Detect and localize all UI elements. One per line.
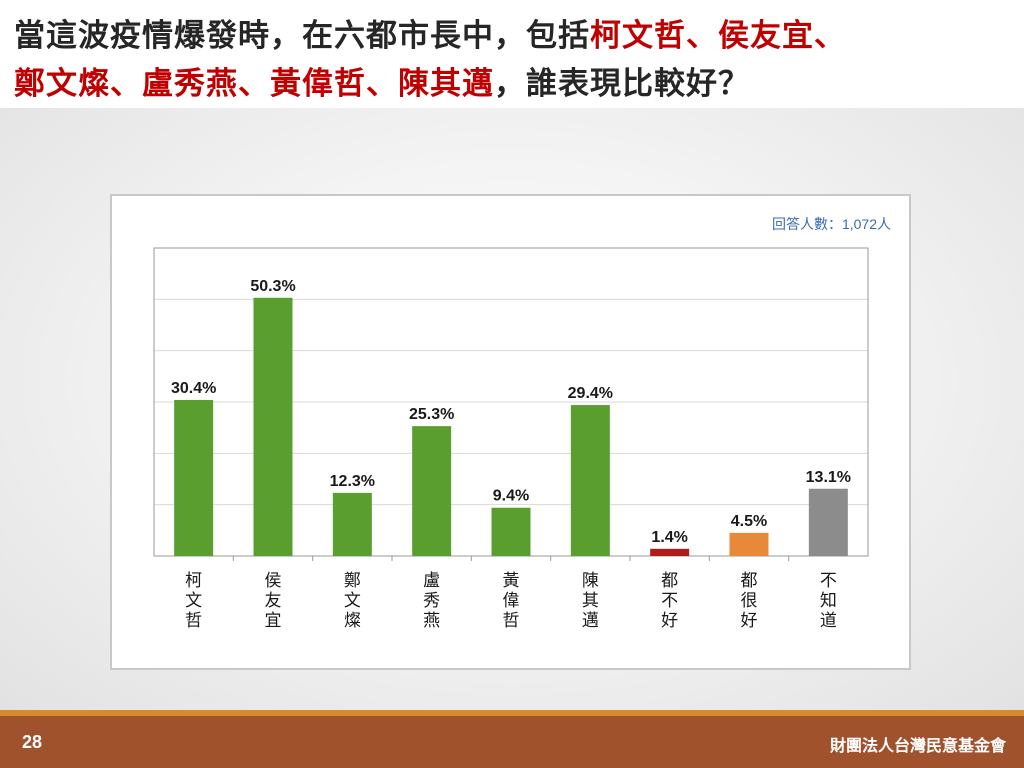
footer-stripe [0,710,1024,716]
bar-9 [808,488,848,556]
data-label: 25.3% [409,406,454,423]
title-line-2: 鄭文燦、盧秀燕、黃偉哲、陳其邁，誰表現比較好？ [14,60,1014,108]
category-label: 都不好 [661,571,678,631]
category-label: 都很好 [741,571,758,631]
bar-4 [412,426,452,556]
data-label: 13.1% [806,469,851,486]
bar-8 [729,532,769,556]
bar-7 [650,548,690,556]
category-label: 陳其邁 [582,571,599,631]
chart-panel: 回答人數：1,072人 30.4% 柯文哲 50.3% 侯友宜 12.3% 鄭文燦 25.3… [110,194,911,670]
data-label: 4.5% [731,513,767,530]
category-label: 柯文哲 [185,571,202,631]
bar-chart: 30.4% 柯文哲 50.3% 侯友宜 12.3% 鄭文燦 25.3% 盧秀燕 9.4% 黃偉哲 2… [153,247,869,631]
title-line-1-highlight: 柯文哲、侯友宜、 [590,18,846,54]
title-line-1: 當這波疫情爆發時，在六都市長中，包括柯文哲、侯友宜、 [14,12,1014,60]
category-label: 盧秀燕 [423,571,440,631]
respondent-count: 回答人數：1,072人 [771,216,891,232]
organization-name: 財團法人台灣民意基金會 [829,736,1006,755]
data-label: 30.4% [171,380,216,397]
category-label: 黃偉哲 [503,571,520,631]
title-line-2-highlight: 鄭文燦、盧秀燕、黃偉哲、陳其邁 [14,66,494,102]
category-label: 不知道 [820,571,837,631]
title-line-1-plain: 當這波疫情爆發時，在六都市長中，包括 [14,18,590,54]
data-label: 12.3% [330,473,375,490]
bar-5 [491,507,531,556]
title-line-2-plain: ，誰表現比較好？ [494,66,750,102]
footer-bar: 28 財團法人台灣民意基金會 [0,716,1024,768]
category-label: 侯友宜 [265,571,282,631]
bar-2 [253,297,293,556]
data-label: 50.3% [250,278,295,295]
data-label: 9.4% [493,488,529,505]
page-number: 28 [22,732,43,752]
category-label: 鄭文燦 [344,571,361,631]
data-label: 29.4% [568,385,613,402]
slide-title: 當這波疫情爆發時，在六都市長中，包括柯文哲、侯友宜、 鄭文燦、盧秀燕、黃偉哲、陳… [0,0,1024,108]
bar-3 [332,492,372,556]
data-label: 1.4% [651,529,687,546]
bar-6 [570,405,610,556]
bar-1 [174,399,214,556]
